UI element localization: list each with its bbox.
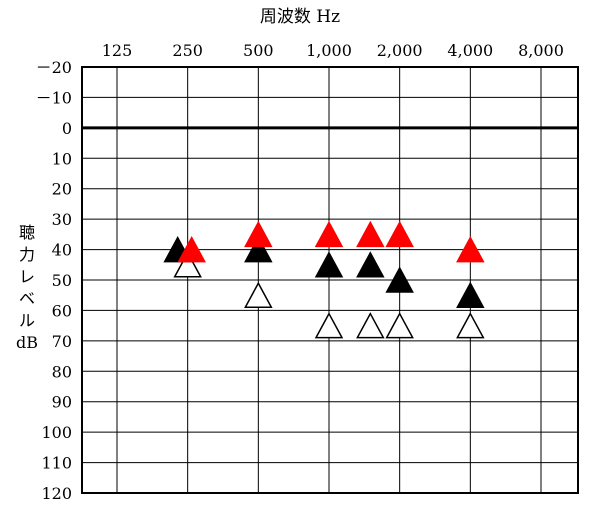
open-triangle-marker [456,312,485,339]
y-tick-label: 70 [52,332,72,351]
black-triangle-marker [456,281,485,308]
y-tick-label: 90 [52,393,72,412]
open-triangle-marker [385,312,414,339]
open-triangle-marker [314,312,344,339]
x-tick-label: 500 [243,41,274,60]
y-tick-label: 10 [52,149,72,168]
open-triangle-marker [173,251,202,278]
y-tick-label: －10 [36,88,72,107]
x-tick-label: 125 [102,41,133,60]
x-axis-title: 周波数 Hz [259,7,341,27]
red-triangle-marker [177,235,206,263]
x-tick-label: 2,000 [377,41,423,60]
y-tick-label: 80 [52,362,72,381]
red-triangle-marker [385,220,414,248]
y-tick-label: 50 [52,271,72,290]
black-triangle-marker [314,251,344,278]
x-tick-label: 8,000 [518,41,564,60]
y-tick-label: 0 [62,119,72,138]
x-tick-label: 1,000 [306,41,352,60]
x-tick-label: 4,000 [447,41,493,60]
y-tick-label: 60 [52,301,72,320]
black-triangle-marker [356,251,385,278]
y-axis-title-char: 聴 [18,223,35,242]
x-tick-label: 250 [172,41,203,60]
red-triangle-marker [244,220,273,248]
y-tick-label: 40 [52,241,72,260]
y-axis-title: 聴 力 レ ベ ル dB [8,222,46,354]
y-axis-title-char: ル [18,311,35,330]
y-tick-label: 120 [41,484,72,503]
y-axis-title-char: 力 [18,245,35,264]
y-axis-title-unit: dB [16,333,38,352]
y-tick-label: 30 [52,210,72,229]
y-tick-label: 110 [41,454,72,473]
y-tick-label: 20 [52,180,72,199]
black-triangle-marker [385,266,414,293]
red-triangle-marker [456,235,485,263]
open-triangle-marker [356,312,385,339]
y-tick-label: 100 [41,423,72,442]
red-triangle-marker [314,220,344,248]
y-axis-title-char: ベ [18,289,35,308]
black-triangle-marker [244,235,273,263]
y-tick-label: －20 [36,58,72,77]
red-triangle-marker [356,220,385,248]
y-axis-title-char: レ [18,267,35,286]
open-triangle-marker [244,281,273,308]
